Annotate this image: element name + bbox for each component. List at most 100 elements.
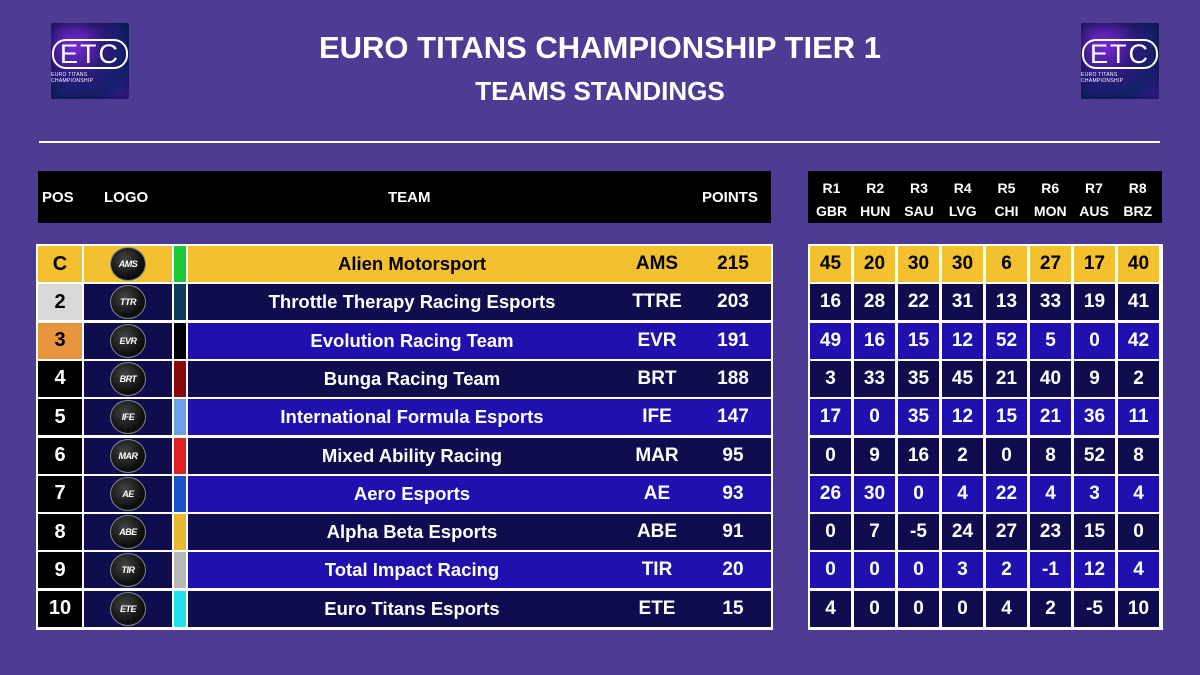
position-cell: 2 (38, 284, 82, 321)
round-result-cell: 42 (1118, 322, 1159, 359)
round-result-cell: 35 (898, 360, 939, 397)
etc-logo-text: ETC (1082, 38, 1158, 69)
round-result-cell: 0 (898, 590, 939, 627)
team-logo-cell: BRT (84, 360, 172, 397)
round-result-cell: 31 (942, 284, 983, 321)
results-row: 17 0 35 12 15 21 36 11 (810, 399, 1161, 436)
round-venue: BRZ (1123, 203, 1153, 219)
position-cell: 10 (38, 590, 82, 627)
team-code: IFE (642, 406, 672, 428)
row-background (188, 399, 771, 436)
team-name: Throttle Therapy Racing Esports (268, 291, 556, 313)
round-result-cell: 10 (1118, 590, 1159, 627)
round-result-cell: 4 (810, 590, 851, 627)
team-code: TTRE (632, 291, 682, 313)
row-background (188, 360, 771, 397)
round-result-cell: 30 (854, 475, 895, 512)
team-color-stripe (174, 284, 186, 321)
team-points: 147 (717, 406, 749, 428)
team-points: 191 (717, 329, 749, 351)
row-background (188, 475, 771, 512)
pos-header: POS (42, 189, 74, 206)
round-result-cell: 13 (986, 284, 1027, 321)
round-result-cell: 12 (1074, 552, 1115, 589)
points-header: POINTS (702, 189, 758, 206)
round-result-cell: 33 (1030, 284, 1071, 321)
round-result-cell: 9 (1074, 360, 1115, 397)
round-result-cell: 35 (898, 399, 939, 436)
round-result-cell: 0 (810, 552, 851, 589)
team-points: 203 (717, 291, 749, 313)
row-background (188, 322, 771, 359)
table-row: 7 AE Aero Esports AE 93 (38, 475, 771, 512)
ife-logo-icon: IFE (110, 400, 146, 435)
team-color-stripe (174, 360, 186, 397)
round-result-cell: 16 (898, 437, 939, 474)
round-result-cell: 36 (1074, 399, 1115, 436)
results-row: 0 0 0 3 2 -1 12 4 (810, 552, 1161, 589)
round-result-cell: 24 (942, 514, 983, 551)
round-result-cell: 9 (854, 437, 895, 474)
round-result-cell: 16 (854, 322, 895, 359)
standings-header: POS LOGO TEAM POINTS (38, 171, 771, 223)
round-result-cell: -5 (898, 514, 939, 551)
team-logo-cell: MAR (84, 437, 172, 474)
team-points: 215 (717, 253, 749, 274)
team-color-stripe (174, 514, 186, 551)
round-result-cell: 40 (1118, 246, 1159, 282)
round-result-cell: 0 (810, 437, 851, 474)
round-label: R5 (997, 180, 1016, 196)
round-result-cell: 0 (854, 590, 895, 627)
alien-motorsport-logo-icon: AMS (110, 247, 146, 281)
team-points: 20 (722, 559, 744, 581)
team-code: ABE (636, 521, 678, 543)
results-row: 49 16 15 12 52 5 0 42 (810, 322, 1161, 359)
team-color-stripe (174, 322, 186, 359)
round-label: R8 (1128, 180, 1147, 196)
round-venue: MON (1033, 203, 1067, 219)
round-result-cell: 4 (1118, 475, 1159, 512)
ttre-logo-icon: TTR (110, 285, 146, 320)
round-result-cell: 20 (854, 246, 895, 282)
round-result-cell: 6 (986, 246, 1027, 282)
round-results-table: 45 20 30 30 6 27 17 40 16 28 22 31 13 33 19 41 49 16 15 12 5… (808, 244, 1163, 630)
results-row: 0 7 -5 24 27 23 15 0 (810, 514, 1161, 551)
team-code: ETE (638, 597, 676, 619)
position-cell: 7 (38, 475, 82, 512)
round-result-cell: 4 (1118, 552, 1159, 589)
team-name: International Formula Esports (280, 406, 544, 428)
etc-logo-subtext: EURO TITANS CHAMPIONSHIP (1081, 71, 1124, 84)
position-cell: 9 (38, 552, 82, 589)
team-name: Alien Motorsport (338, 253, 486, 274)
team-name: Alpha Beta Esports (326, 521, 498, 543)
round-result-cell: 11 (1118, 399, 1159, 436)
table-row: 2 TTR Throttle Therapy Racing Esports TTRE 2… (38, 284, 771, 321)
round-venue: AUS (1079, 203, 1109, 219)
round-result-cell: 17 (1074, 246, 1115, 282)
round-result-cell: 15 (1074, 514, 1115, 551)
round-header-r1: R1 GBR (810, 177, 853, 223)
round-header-r4: R4 LVG (941, 177, 984, 223)
team-header: TEAM (388, 189, 431, 206)
team-name: Evolution Racing Team (310, 329, 514, 351)
team-name: Aero Esports (353, 482, 471, 504)
team-points: 188 (717, 367, 749, 389)
round-result-cell: 0 (854, 552, 895, 589)
round-label: R7 (1085, 180, 1103, 196)
row-background (188, 552, 771, 589)
etc-logo-subtext: EURO TITANS CHAMPIONSHIP (51, 71, 94, 84)
results-row: 0 9 16 2 0 8 52 8 (810, 437, 1161, 474)
round-header-r8: R8 BRZ (1116, 177, 1159, 223)
round-venue: SAU (904, 203, 934, 219)
team-name: Bunga Racing Team (323, 367, 501, 389)
team-points: 91 (722, 521, 744, 543)
page-title: EURO TITANS CHAMPIONSHIP TIER 1 (318, 30, 882, 65)
ae-logo-icon: AE (110, 476, 146, 511)
row-background (188, 590, 771, 627)
round-label: R4 (953, 180, 972, 196)
team-color-stripe (174, 552, 186, 589)
round-result-cell: 52 (986, 322, 1027, 359)
round-venue: LVG (948, 203, 977, 219)
position-cell: 4 (38, 360, 82, 397)
round-venue: HUN (860, 203, 891, 219)
